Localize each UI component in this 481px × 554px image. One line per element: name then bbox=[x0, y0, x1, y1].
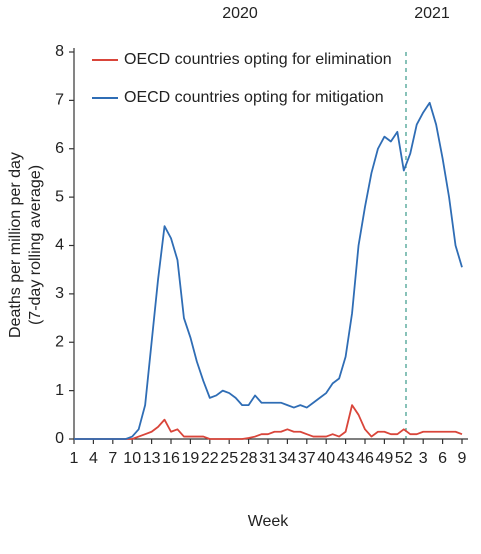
series-line bbox=[74, 101, 463, 440]
x-tick-label: 43 bbox=[337, 450, 355, 467]
y-tick-label: 0 bbox=[55, 430, 64, 447]
x-tick-label: 22 bbox=[201, 450, 219, 467]
x-axis-label: Week bbox=[248, 513, 290, 530]
x-tick-label: 4 bbox=[89, 450, 98, 467]
y-tick-label: 7 bbox=[55, 92, 64, 109]
y-axis-label: Deaths per million per day bbox=[7, 152, 24, 338]
x-tick-label: 28 bbox=[240, 450, 258, 467]
x-tick-label: 46 bbox=[356, 450, 374, 467]
x-tick-label: 49 bbox=[376, 450, 394, 467]
x-tick-label: 16 bbox=[162, 450, 180, 467]
y-tick-label: 6 bbox=[55, 140, 64, 157]
x-tick-label: 7 bbox=[108, 450, 117, 467]
x-tick-label: 19 bbox=[182, 450, 200, 467]
year-label: 2021 bbox=[414, 5, 450, 22]
year-label: 2020 bbox=[222, 5, 258, 22]
y-axis-label: (7-day rolling average) bbox=[27, 165, 44, 325]
x-tick-label: 10 bbox=[123, 450, 141, 467]
x-tick-label: 6 bbox=[438, 450, 447, 467]
y-tick-label: 4 bbox=[55, 237, 64, 254]
x-tick-label: 52 bbox=[395, 450, 413, 467]
y-tick-label: 5 bbox=[55, 188, 64, 205]
x-tick-label: 13 bbox=[143, 450, 161, 467]
x-tick-label: 40 bbox=[317, 450, 335, 467]
x-tick-label: 25 bbox=[220, 450, 238, 467]
y-tick-label: 1 bbox=[55, 382, 64, 399]
x-tick-label: 37 bbox=[298, 450, 316, 467]
y-tick-label: 2 bbox=[55, 333, 64, 350]
legend-label: OECD countries opting for elimination bbox=[124, 51, 392, 68]
x-tick-label: 1 bbox=[70, 450, 79, 467]
x-tick-label: 34 bbox=[279, 450, 297, 467]
x-tick-label: 3 bbox=[419, 450, 428, 467]
legend-label: OECD countries opting for mitigation bbox=[124, 89, 384, 106]
y-tick-label: 8 bbox=[55, 43, 64, 60]
x-tick-label: 9 bbox=[458, 450, 467, 467]
x-tick-label: 31 bbox=[259, 450, 277, 467]
y-tick-label: 3 bbox=[55, 285, 64, 302]
series-line bbox=[74, 404, 463, 440]
